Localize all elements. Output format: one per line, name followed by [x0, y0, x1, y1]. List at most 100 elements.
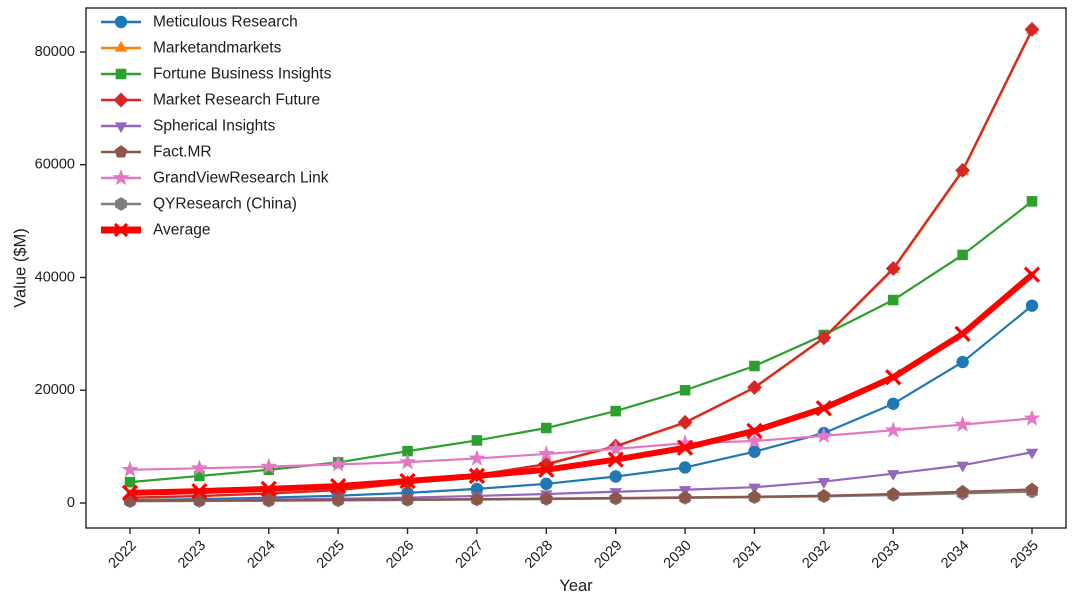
x-tick-label: 2026: [383, 538, 417, 572]
series-marker-fortune-business-insights: [749, 360, 760, 372]
series-marker-market-research-future: [747, 379, 762, 395]
series-marker-average: [885, 369, 902, 386]
x-tick-label: 2024: [244, 538, 278, 572]
series-marker-market-research-future: [816, 330, 832, 346]
y-tick-label: 0: [67, 495, 75, 511]
series-line-meticulous-research: [128, 304, 1034, 502]
series-marker-fact-mr: [401, 492, 415, 505]
series-marker-average: [954, 325, 971, 342]
series-marker-fortune-business-insights: [124, 476, 136, 488]
series-marker-meticulous-research: [540, 477, 553, 491]
series-marker-meticulous-research: [748, 445, 761, 458]
series-marker-fortune-business-insights: [887, 294, 899, 306]
hexagon-icon: [115, 197, 127, 211]
y-tick-label: 80000: [35, 44, 75, 60]
x-tick-label: 2030: [661, 538, 695, 572]
star-icon: [112, 169, 130, 186]
legend-item-meticulous-research: Meticulous Research: [101, 14, 298, 31]
series-marker-meticulous-research: [887, 397, 900, 410]
series-marker-grandviewresearch-link: [954, 415, 972, 432]
series-line-grandviewresearch-link: [128, 417, 1034, 471]
x-axis-label: Year: [559, 577, 593, 595]
series-marker-average: [121, 484, 139, 501]
series-marker-market-research-future: [1024, 21, 1040, 37]
legend-label: Market Research Future: [153, 92, 320, 109]
x-tick-label: 2034: [938, 538, 972, 572]
series-marker-grandviewresearch-link: [329, 455, 347, 472]
pentagon-icon: [114, 145, 128, 158]
series-marker-fact-mr: [539, 491, 553, 505]
triangle-down-icon: [114, 122, 128, 134]
series-marker-meticulous-research: [1025, 299, 1039, 312]
series-marker-average: [191, 483, 208, 500]
series-marker-fortune-business-insights: [610, 405, 621, 417]
series-line-average: [127, 271, 1035, 496]
legend-label: GrandViewResearch Link: [153, 170, 329, 187]
legend-item-fortune-business-insights: Fortune Business Insights: [101, 66, 332, 83]
series-marker-fact-mr: [1025, 482, 1039, 495]
series-marker-spherical-insights: [817, 478, 831, 489]
x-tick-label: 2033: [869, 538, 903, 572]
series-marker-fortune-business-insights: [541, 422, 552, 434]
series-marker-meticulous-research: [470, 482, 484, 496]
series-marker-grandviewresearch-link: [1023, 409, 1041, 426]
series-marker-fortune-business-insights: [471, 435, 483, 446]
legend-item-qyresearch-china: QYResearch (China): [101, 196, 297, 213]
series-marker-fact-mr: [609, 491, 623, 504]
series-marker-market-research-future: [885, 261, 901, 276]
legend-label: Marketandmarkets: [153, 40, 282, 57]
y-axis-label: Value ($M): [11, 228, 30, 308]
legend-item-market-research-future: Market Research Future: [101, 92, 320, 109]
series-marker-fortune-business-insights: [194, 470, 205, 482]
series-marker-grandviewresearch-link: [121, 460, 139, 478]
series-marker-spherical-insights: [887, 470, 900, 481]
series-marker-average: [260, 480, 277, 498]
series-marker-fact-mr: [192, 493, 206, 506]
series-marker-grandviewresearch-link: [607, 439, 625, 457]
x-tick-label: 2032: [800, 538, 834, 572]
series-fact-mr: [123, 482, 1039, 507]
series-marker-market-research-future: [538, 456, 554, 472]
series-marker-fact-mr: [956, 484, 970, 498]
y-axis: 0 20000 40000 60000 80000: [35, 44, 86, 511]
series-fortune-business-insights: [124, 196, 1038, 488]
series-marker-market-research-future: [677, 414, 693, 430]
legend-item-grandviewresearch-link: GrandViewResearch Link: [101, 169, 329, 187]
y-tick-label: 60000: [35, 157, 75, 173]
y-tick-label: 40000: [35, 269, 75, 285]
series-marker-meticulous-research: [678, 461, 692, 474]
x-axis: 2022 2023 2024 2025 2026 2027 2028 2029 2030 2031…: [106, 528, 1042, 572]
legend-label: Fact.MR: [153, 144, 212, 161]
series-marker-fact-mr: [331, 493, 345, 506]
series-marker-fortune-business-insights: [957, 249, 968, 261]
x-tick-label: 2023: [175, 538, 209, 572]
series-marker-grandviewresearch-link: [468, 449, 486, 466]
legend-item-average: Average: [101, 222, 210, 239]
series-marker-average: [676, 439, 694, 456]
series-marker-fortune-business-insights: [679, 384, 691, 396]
series-line-fortune-business-insights: [128, 200, 1034, 484]
series-marker-average: [746, 422, 763, 439]
series-marker-fact-mr: [886, 487, 900, 500]
legend-item-fact-mr: Fact.MR: [101, 144, 212, 161]
series-marker-fact-mr: [817, 488, 831, 502]
x-tick-label: 2035: [1008, 538, 1042, 572]
series-line-market-research-future: [128, 28, 1034, 499]
series-marker-average: [330, 477, 347, 495]
x-tick-label: 2028: [522, 538, 556, 572]
series-marker-average: [399, 472, 416, 490]
series-marker-fact-mr: [262, 493, 276, 506]
diamond-icon: [113, 92, 129, 108]
series-marker-spherical-insights: [956, 461, 969, 473]
series-marker-grandviewresearch-link: [398, 453, 417, 470]
series-marker-grandviewresearch-link: [676, 434, 694, 451]
legend-label: QYResearch (China): [153, 196, 297, 213]
legend-label: Spherical Insights: [153, 118, 276, 135]
x-tick-label: 2022: [106, 538, 140, 572]
y-tick-label: 20000: [35, 382, 75, 398]
series-marker-grandviewresearch-link: [884, 421, 902, 438]
series-marker-grandviewresearch-link: [745, 431, 764, 449]
x-tick-label: 2031: [730, 538, 764, 572]
